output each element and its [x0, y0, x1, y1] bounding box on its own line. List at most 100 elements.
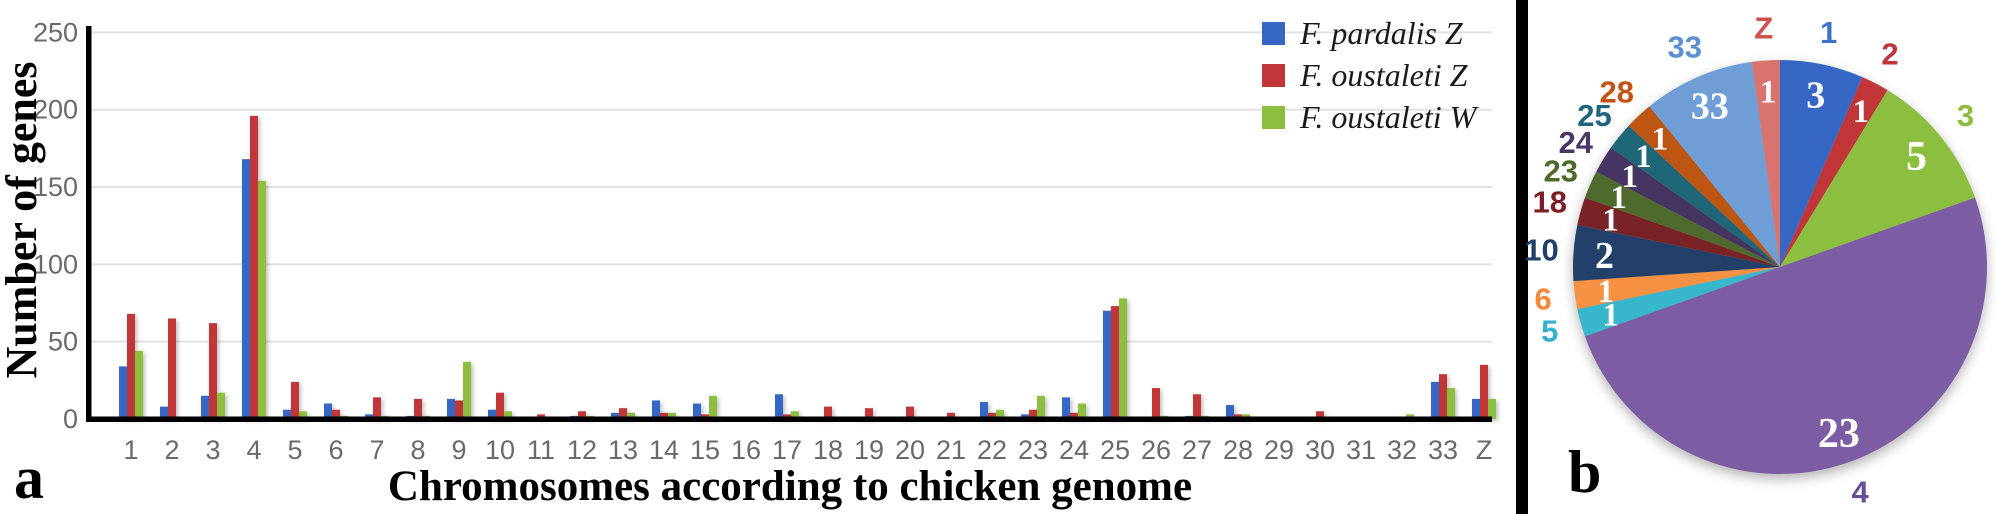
bar-f-oustaleti-z — [619, 408, 627, 419]
x-tick-label: 13 — [608, 435, 638, 465]
legend-series-label: F. oustaleti Z — [1300, 56, 1468, 93]
bar-f-oustaleti-w — [258, 180, 266, 419]
bar-f-oustaleti-z — [1439, 374, 1447, 419]
bar-f-oustaleti-z — [1070, 412, 1078, 419]
bar-f-oustaleti-z — [1480, 364, 1488, 419]
x-tick-label: 33 — [1428, 435, 1458, 465]
legend-item: F. oustaleti Z — [1262, 54, 1476, 96]
bar-f-oustaleti-z — [906, 406, 914, 419]
bar-f-pardalis-z — [242, 159, 250, 419]
x-tick-label: 1 — [123, 435, 138, 465]
legend-swatch — [1262, 21, 1285, 45]
pie-value-label-1: 3 — [1806, 75, 1825, 117]
bar-f-oustaleti-z — [455, 400, 463, 419]
bar-f-pardalis-z — [652, 400, 660, 419]
bar-f-pardalis-z — [1103, 310, 1111, 419]
bar-f-oustaleti-w — [627, 412, 635, 419]
bar-f-oustaleti-w — [1488, 398, 1496, 419]
pie-slice-4 — [1584, 197, 1988, 475]
bar-f-oustaleti-w — [463, 361, 471, 419]
bar-f-oustaleti-w — [1119, 298, 1127, 419]
y-tick-label: 150 — [33, 172, 78, 202]
bar-f-oustaleti-z — [496, 392, 504, 419]
bar-f-oustaleti-z — [988, 412, 996, 419]
pie-outside-label-28: 28 — [1600, 74, 1634, 109]
x-tick-label: 15 — [690, 435, 720, 465]
pie-slice-24 — [1596, 147, 1780, 267]
bar-f-oustaleti-w — [791, 411, 799, 419]
bar-f-oustaleti-z — [291, 381, 299, 419]
pie-slice-18 — [1577, 197, 1780, 267]
x-tick-label: 29 — [1264, 435, 1294, 465]
pie-outside-label-Z: Z — [1754, 11, 1773, 46]
x-axis-title: Chromosomes according to chicken genome — [387, 463, 1193, 510]
x-tick-label: 26 — [1141, 435, 1171, 465]
bar-f-oustaleti-w — [1447, 388, 1455, 419]
x-tick-label: 7 — [369, 435, 384, 465]
pie-outside-label-4: 4 — [1851, 474, 1869, 509]
pie-value-label-10: 2 — [1595, 235, 1614, 277]
bar-f-oustaleti-z — [209, 323, 217, 419]
bar-f-pardalis-z — [611, 412, 619, 419]
pie-value-label-6: 1 — [1597, 274, 1614, 310]
panel-a-label: a — [14, 445, 44, 511]
bar-f-oustaleti-z — [250, 115, 258, 419]
pie-slice-28 — [1628, 106, 1780, 268]
bar-f-oustaleti-z — [865, 408, 873, 419]
x-tick-label: 18 — [813, 435, 843, 465]
pie-value-label-23: 1 — [1610, 180, 1627, 216]
bar-f-pardalis-z — [488, 409, 496, 419]
legend-item: F. pardalis Z — [1262, 12, 1476, 54]
pie-outside-label-33: 33 — [1667, 30, 1701, 65]
pie-value-label-4: 23 — [1818, 411, 1860, 457]
pie-slice-23 — [1584, 171, 1780, 267]
bar-f-pardalis-z — [1062, 397, 1070, 419]
y-axis-line — [86, 26, 92, 421]
bars-group — [119, 115, 1496, 419]
pie-outside-label-23: 23 — [1543, 154, 1577, 189]
x-tick-label: 22 — [977, 435, 1007, 465]
bar-f-pardalis-z — [1472, 398, 1480, 419]
bar-f-pardalis-z — [324, 403, 332, 419]
pie-slice-6 — [1573, 267, 1780, 310]
x-tick-label: Z — [1476, 435, 1493, 465]
x-tick-label: 28 — [1223, 435, 1253, 465]
bar-f-pardalis-z — [119, 366, 127, 419]
pie-value-label-Z: 1 — [1760, 75, 1777, 111]
pie-slice-1 — [1780, 60, 1863, 267]
bar-f-oustaleti-z — [1111, 306, 1119, 419]
bar-f-oustaleti-z — [824, 406, 832, 419]
bar-f-oustaleti-z — [1152, 388, 1160, 419]
bar-f-pardalis-z — [775, 394, 783, 419]
x-tick-label: 32 — [1387, 435, 1417, 465]
bar-f-pardalis-z — [693, 403, 701, 419]
x-tick-label: 3 — [205, 435, 220, 465]
bar-f-oustaleti-z — [660, 412, 668, 419]
pie-outside-label-6: 6 — [1534, 282, 1551, 317]
pie-value-label-3: 5 — [1906, 134, 1927, 180]
legend: F. pardalis Z F. oustaleti Z F. oustaleti … — [1262, 12, 1476, 138]
bar-f-oustaleti-w — [1078, 403, 1086, 419]
y-axis-title: Number of genes — [0, 61, 46, 379]
pie-outside-label-24: 24 — [1558, 125, 1593, 160]
x-tick-label: 9 — [451, 435, 466, 465]
panel-divider — [1516, 0, 1528, 514]
x-tick-label: 16 — [731, 435, 761, 465]
x-tick-label: 24 — [1059, 435, 1089, 465]
pie-slice-5 — [1577, 267, 1780, 337]
bar-f-oustaleti-z — [127, 313, 135, 419]
pie-outside-label-2: 2 — [1881, 37, 1898, 72]
pie-slice-33 — [1649, 61, 1780, 268]
bar-f-oustaleti-z — [947, 412, 955, 419]
x-tick-label: 25 — [1100, 435, 1130, 465]
x-tick-label: 19 — [854, 435, 884, 465]
bar-f-oustaleti-w — [996, 409, 1004, 419]
x-tick-label: 5 — [287, 435, 302, 465]
bar-f-oustaleti-w — [135, 350, 143, 419]
pie-value-label-33: 33 — [1691, 86, 1729, 128]
pie-value-label-24: 1 — [1621, 159, 1638, 195]
legend-series-label: F. oustaleti W — [1300, 98, 1477, 135]
